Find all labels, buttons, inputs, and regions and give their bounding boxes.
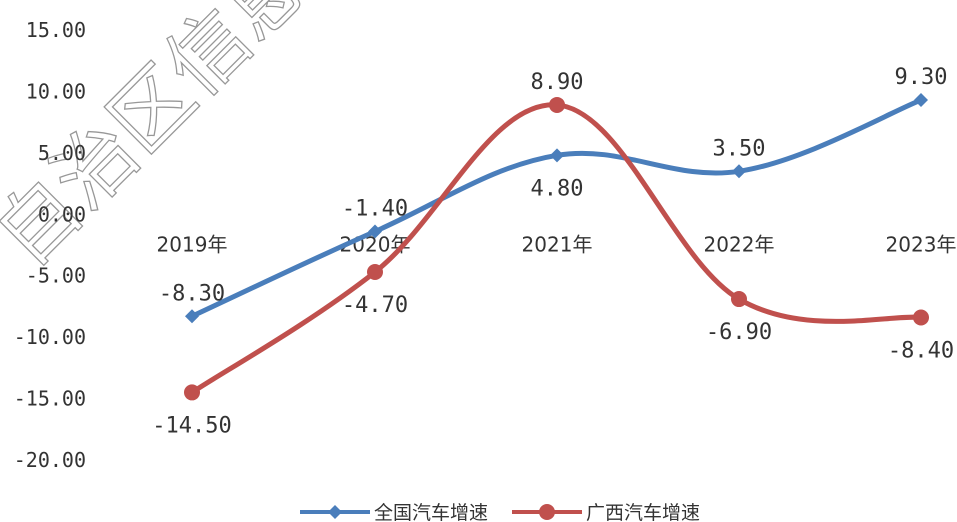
legend-label: 全国汽车增速 — [374, 502, 488, 522]
data-label: 4.80 — [531, 176, 584, 201]
data-label: 3.50 — [713, 136, 766, 161]
legend-label: 广西汽车增速 — [586, 502, 700, 522]
y-tick-label: 15.00 — [26, 18, 86, 42]
data-point — [914, 93, 928, 108]
data-point — [549, 96, 565, 113]
data-point — [367, 264, 383, 281]
data-label: -8.40 — [888, 338, 954, 363]
data-point — [185, 309, 199, 324]
plot-area: 15.00 10.00 5.00 0.00 -5.00 -10.00 -15.00 -20.0… — [14, 18, 957, 522]
y-tick-label: 5.00 — [38, 141, 86, 165]
data-label: -4.70 — [342, 293, 408, 318]
legend-marker — [328, 505, 342, 519]
y-tick-label: -10.00 — [14, 325, 86, 349]
legend-marker — [539, 504, 555, 520]
y-tick-label: -15.00 — [14, 387, 86, 411]
data-point — [731, 291, 747, 308]
data-point — [184, 384, 200, 401]
x-tick-label: 2022年 — [704, 232, 775, 256]
data-point — [368, 224, 382, 239]
data-label: -1.40 — [342, 196, 408, 221]
data-point — [550, 148, 564, 163]
data-label: -6.90 — [706, 320, 772, 345]
y-tick-label: -20.00 — [14, 448, 86, 472]
y-tick-label: 10.00 — [26, 79, 86, 103]
data-label: 9.30 — [895, 65, 948, 90]
series-line-1 — [189, 97, 924, 319]
data-label: -8.30 — [159, 281, 225, 306]
x-tick-label: 2023年 — [886, 232, 957, 256]
data-point — [732, 164, 746, 179]
data-point — [913, 309, 929, 326]
x-tick-label: 2019年 — [157, 232, 228, 256]
data-label: -14.50 — [152, 413, 231, 438]
x-tick-label: 2021年 — [522, 232, 593, 256]
data-label: 8.90 — [531, 70, 584, 95]
y-tick-label: 0.00 — [38, 202, 86, 226]
y-tick-label: -5.00 — [26, 264, 86, 288]
